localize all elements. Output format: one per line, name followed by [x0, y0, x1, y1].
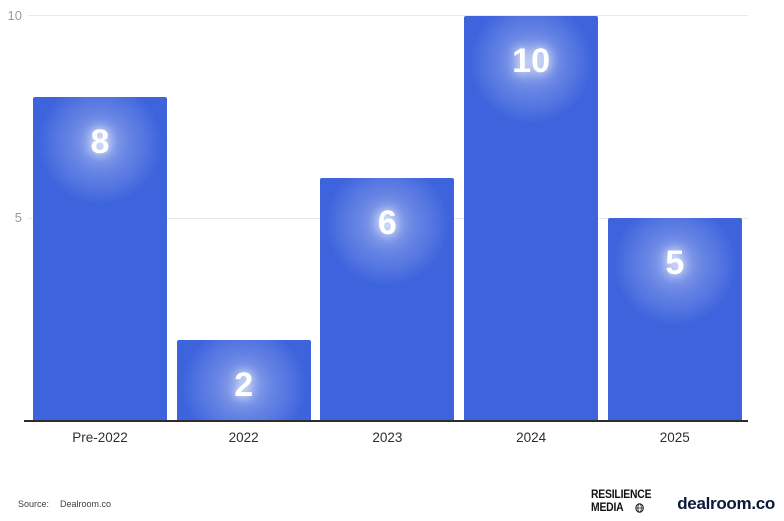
dealroom-logo: dealroom.co	[677, 494, 775, 513]
bar-2025: 5	[607, 218, 742, 421]
x-axis-label-2024: 2024	[516, 430, 547, 445]
bar-Pre-2022: 8	[33, 96, 167, 421]
y-tick-label: 10	[7, 7, 22, 23]
source-label: Source:	[18, 499, 50, 509]
x-axis-label-2025: 2025	[659, 430, 690, 445]
x-axis-line	[24, 420, 748, 422]
bar-2023: 6	[320, 177, 455, 421]
resilience-logo-line2: MEDIA	[591, 501, 624, 514]
bar-label-glow	[607, 218, 742, 329]
bar-value-label: 6	[377, 203, 397, 242]
bar-2024: 10	[464, 15, 599, 421]
bar-value-label: 10	[512, 41, 550, 80]
bar-label-glow	[464, 15, 599, 126]
bar-2022: 2	[176, 339, 311, 421]
y-tick-label: 5	[14, 210, 22, 226]
x-axis-label-2022: 2022	[228, 430, 259, 445]
bar-label-glow	[176, 339, 311, 421]
bar-label-glow	[320, 177, 455, 288]
gridline-y10	[28, 15, 748, 16]
bar-label-glow	[33, 96, 167, 207]
bar-value-label: 8	[90, 122, 110, 161]
resilience-media-logo: RESILIENCE MEDIA	[591, 489, 652, 514]
globe-icon	[635, 503, 644, 513]
bar-value-label: 2	[234, 365, 254, 404]
x-axis-label-Pre-2022: Pre-2022	[72, 430, 128, 445]
bar-value-label: 5	[665, 244, 685, 283]
resilience-logo-line1: RESILIENCE	[591, 489, 652, 501]
x-axis-label-2023: 2023	[372, 430, 403, 445]
source-value: Dealroom.co	[60, 499, 112, 509]
